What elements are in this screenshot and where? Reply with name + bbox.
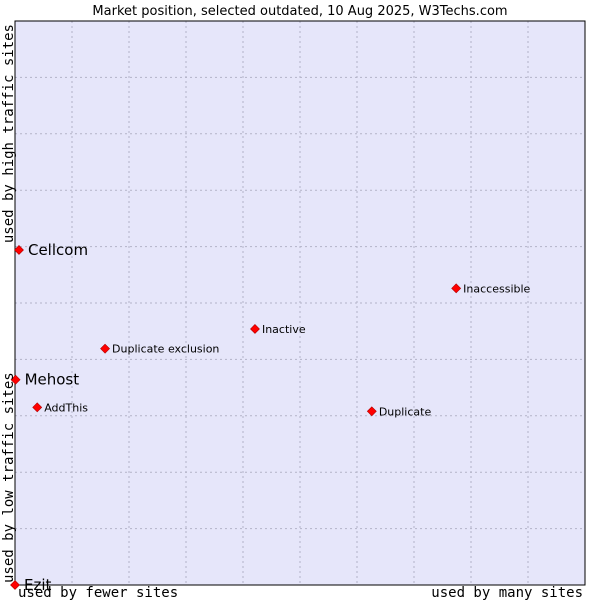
- point-marker: [250, 324, 260, 334]
- x-axis-label-right: used by many sites: [431, 585, 583, 600]
- point-label: Duplicate exclusion: [112, 343, 219, 356]
- x-axis-label-left: used by fewer sites: [18, 585, 178, 600]
- data-point-mehost: Mehost: [10, 371, 80, 389]
- data-point-inaccessible: Inaccessible: [451, 282, 531, 295]
- point-marker: [32, 402, 43, 413]
- chart-title: Market position, selected outdated, 10 A…: [92, 4, 507, 19]
- data-point-duplicate: Duplicate: [366, 405, 432, 418]
- point-label: Ezit: [24, 576, 52, 594]
- y-axis-label-bottom: used by low traffic sites: [1, 372, 17, 583]
- point-label: Inactive: [262, 323, 306, 336]
- plot-frame: [14, 20, 586, 586]
- data-point-duplicate-exclusion: Duplicate exclusion: [100, 343, 219, 356]
- point-label: Cellcom: [28, 241, 88, 259]
- point-label: Mehost: [25, 371, 80, 389]
- y-axis-label-top: used by high traffic sites: [1, 24, 17, 243]
- grid-lines: [15, 21, 585, 585]
- point-marker: [366, 406, 377, 417]
- point-marker: [451, 283, 462, 294]
- point-label: Inaccessible: [463, 282, 530, 295]
- data-points: Inaccessible Inactive Duplicate exclusion A…: [10, 241, 531, 594]
- point-marker: [10, 374, 21, 385]
- point-marker: [14, 245, 24, 255]
- point-marker: [10, 580, 20, 590]
- point-label: Duplicate: [379, 405, 432, 418]
- point-label: AddThis: [44, 401, 88, 414]
- data-point-inactive: Inactive: [250, 323, 306, 336]
- data-point-ezit: Ezit: [10, 576, 52, 594]
- data-point-cellcom: Cellcom: [14, 241, 88, 259]
- point-marker: [100, 343, 110, 354]
- data-point-addthis: AddThis: [32, 401, 88, 414]
